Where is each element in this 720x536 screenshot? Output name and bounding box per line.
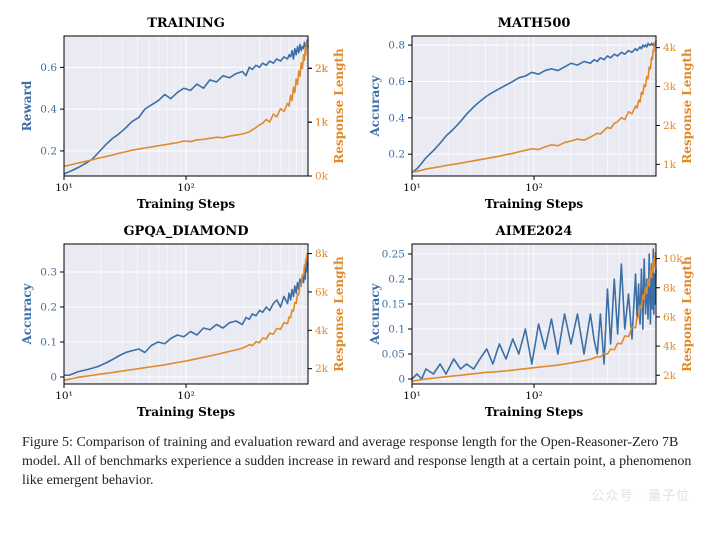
svg-text:0.6: 0.6 bbox=[388, 76, 405, 88]
svg-text:0.8: 0.8 bbox=[388, 40, 405, 52]
svg-text:10¹: 10¹ bbox=[403, 182, 421, 194]
svg-text:Response Length: Response Length bbox=[680, 256, 694, 372]
svg-text:2k: 2k bbox=[663, 120, 677, 132]
chart-grid: 0.2 0.4 0.6 0k 1k 1k 2k 2k 10¹ 10² TRAINING Trainin… bbox=[18, 14, 702, 422]
svg-text:2k: 2k bbox=[315, 363, 329, 375]
svg-text:0: 0 bbox=[50, 372, 57, 384]
svg-text:8k: 8k bbox=[315, 248, 329, 260]
svg-text:0.2: 0.2 bbox=[388, 149, 405, 161]
svg-text:10²: 10² bbox=[525, 182, 543, 194]
chart-training: 0.20.40.60k1k1k2k2k10¹10²TRAININGTrainin… bbox=[18, 14, 352, 214]
svg-text:Response Length: Response Length bbox=[332, 48, 346, 164]
svg-text:4k: 4k bbox=[663, 341, 677, 353]
svg-text:Response Length: Response Length bbox=[680, 48, 694, 164]
svg-text:8k: 8k bbox=[663, 282, 677, 294]
chart-math500: 0.2 0.4 0.6 0.8 1k 2k 3k 4k 10¹ 10² MATH500 Trainin… bbox=[366, 14, 700, 214]
chart-aime: 00.050.10.150.20.252k4k6k8k10k10¹10²AIME… bbox=[366, 222, 700, 422]
svg-text:0.1: 0.1 bbox=[40, 337, 57, 349]
svg-text:0.4: 0.4 bbox=[40, 104, 57, 116]
svg-text:6k: 6k bbox=[663, 311, 677, 323]
figure-caption: Figure 5: Comparison of training and eva… bbox=[18, 432, 702, 491]
panel-training: 0.20.40.60k1k1k2k2k10¹10²TRAININGTrainin… bbox=[18, 14, 354, 214]
svg-text:0.15: 0.15 bbox=[382, 299, 405, 311]
chart-gpqa: 0 0.1 0.2 0.3 2k 4k 6k 8k 10¹ 10² GPQA_DIAMOND Trai… bbox=[18, 222, 352, 422]
svg-text:TRAINING: TRAINING bbox=[147, 16, 225, 31]
svg-text:2k: 2k bbox=[315, 63, 329, 75]
svg-text:6k: 6k bbox=[315, 286, 329, 298]
svg-text:Training Steps: Training Steps bbox=[485, 197, 584, 211]
svg-text:10¹: 10¹ bbox=[55, 390, 73, 402]
svg-text:3k: 3k bbox=[663, 81, 677, 93]
svg-text:Accuracy: Accuracy bbox=[20, 282, 34, 345]
panel-aime: 00.050.10.150.20.252k4k6k8k10k10¹10²AIME… bbox=[366, 222, 702, 422]
svg-text:4k: 4k bbox=[663, 42, 677, 54]
svg-text:MATH500: MATH500 bbox=[498, 16, 571, 31]
svg-text:4k: 4k bbox=[315, 325, 329, 337]
svg-text:GPQA_DIAMOND: GPQA_DIAMOND bbox=[123, 224, 248, 239]
svg-text:Training Steps: Training Steps bbox=[137, 197, 236, 211]
svg-text:10²: 10² bbox=[525, 390, 543, 402]
panel-gpqa: 0 0.1 0.2 0.3 2k 4k 6k 8k 10¹ 10² GPQA_DIAMOND Trai… bbox=[18, 222, 354, 422]
svg-text:0.2: 0.2 bbox=[40, 145, 57, 157]
svg-text:Training Steps: Training Steps bbox=[137, 405, 236, 419]
svg-text:10²: 10² bbox=[177, 390, 195, 402]
svg-text:AIME2024: AIME2024 bbox=[495, 224, 573, 239]
svg-text:2k: 2k bbox=[663, 370, 677, 382]
svg-text:10²: 10² bbox=[177, 182, 195, 194]
svg-text:0.4: 0.4 bbox=[388, 112, 405, 124]
svg-text:1k: 1k bbox=[663, 159, 677, 171]
svg-text:10¹: 10¹ bbox=[403, 390, 421, 402]
svg-text:Accuracy: Accuracy bbox=[368, 282, 382, 345]
svg-text:0.1: 0.1 bbox=[388, 324, 405, 336]
svg-text:Accuracy: Accuracy bbox=[368, 74, 382, 137]
svg-text:Reward: Reward bbox=[20, 80, 34, 131]
svg-text:1k: 1k bbox=[315, 117, 329, 129]
svg-text:0.2: 0.2 bbox=[40, 302, 57, 314]
svg-text:10¹: 10¹ bbox=[55, 182, 73, 194]
svg-text:0: 0 bbox=[398, 374, 405, 386]
svg-text:0k: 0k bbox=[315, 171, 329, 183]
svg-text:0.2: 0.2 bbox=[388, 274, 405, 286]
svg-text:Training Steps: Training Steps bbox=[485, 405, 584, 419]
svg-text:0.25: 0.25 bbox=[382, 249, 405, 261]
svg-text:0.3: 0.3 bbox=[40, 267, 57, 279]
svg-text:0.05: 0.05 bbox=[382, 349, 405, 361]
panel-math500: 0.2 0.4 0.6 0.8 1k 2k 3k 4k 10¹ 10² MATH500 Trainin… bbox=[366, 14, 702, 214]
svg-text:Response Length: Response Length bbox=[332, 256, 346, 372]
svg-text:0.6: 0.6 bbox=[40, 62, 57, 74]
